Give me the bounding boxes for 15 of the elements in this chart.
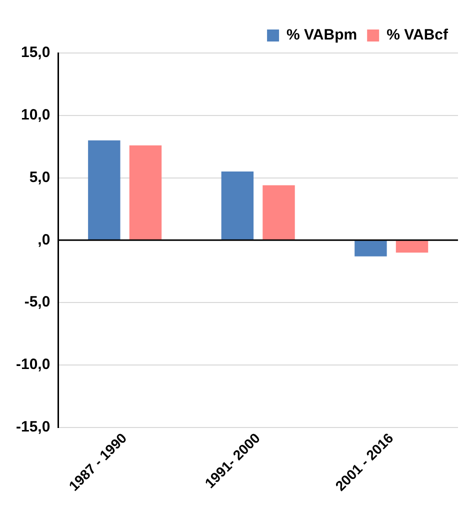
- y-tick-label: 5,0: [29, 168, 50, 186]
- legend-label: % VABcf: [386, 26, 450, 44]
- bar: [221, 172, 254, 240]
- bar: [396, 240, 428, 253]
- bar: [354, 240, 387, 256]
- y-tick-label: -10,0: [16, 356, 50, 374]
- y-tick-label: 15,0: [20, 44, 50, 62]
- y-tick-label: ,0: [38, 231, 50, 248]
- y-tick-label: 10,0: [20, 106, 50, 124]
- bar: [88, 140, 120, 240]
- y-tick-label: -15,0: [16, 418, 50, 436]
- bar: [129, 145, 162, 240]
- legend-label: % VABpm: [286, 26, 358, 44]
- y-tick-label: -5,0: [24, 294, 50, 311]
- bar: [262, 185, 295, 240]
